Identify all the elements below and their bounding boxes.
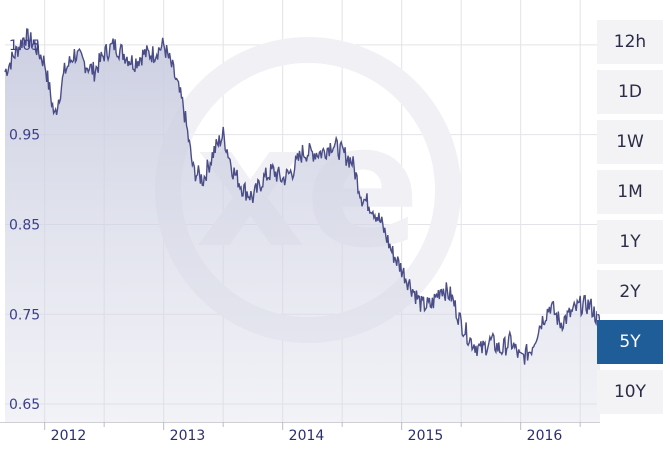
x-tick-label: 2014: [289, 428, 325, 444]
series-line: [4, 28, 600, 365]
y-tick-label: 0.65: [9, 397, 40, 413]
y-tick-label: 0.85: [9, 217, 40, 233]
y-tick-label: 0.75: [9, 307, 40, 323]
x-axis-band: [0, 422, 600, 455]
range-buttons: 12h 1D 1W 1M 1Y 2Y 5Y 10Y: [597, 20, 663, 420]
x-tick-label: 2012: [51, 428, 87, 444]
x-tick-label: 2015: [408, 428, 444, 444]
chart-svg: xe 1.050.950.850.750.65 2012201320142015…: [0, 0, 600, 455]
range-button-1m[interactable]: 1M: [597, 170, 663, 214]
x-tick-label: 2013: [170, 428, 206, 444]
y-tick-label: 0.95: [9, 128, 40, 144]
range-button-1d[interactable]: 1D: [597, 70, 663, 114]
area-fill: [5, 29, 600, 422]
x-tick-label: 2016: [527, 428, 563, 444]
range-button-5y[interactable]: 5Y: [597, 320, 663, 364]
chart-area: xe 1.050.950.850.750.65 2012201320142015…: [0, 0, 600, 455]
range-button-2y[interactable]: 2Y: [597, 270, 663, 314]
range-button-1y[interactable]: 1Y: [597, 220, 663, 264]
range-button-1w[interactable]: 1W: [597, 120, 663, 164]
y-tick-label: 1.05: [9, 38, 40, 54]
range-button-12h[interactable]: 12h: [597, 20, 663, 64]
range-button-10y[interactable]: 10Y: [597, 370, 663, 414]
